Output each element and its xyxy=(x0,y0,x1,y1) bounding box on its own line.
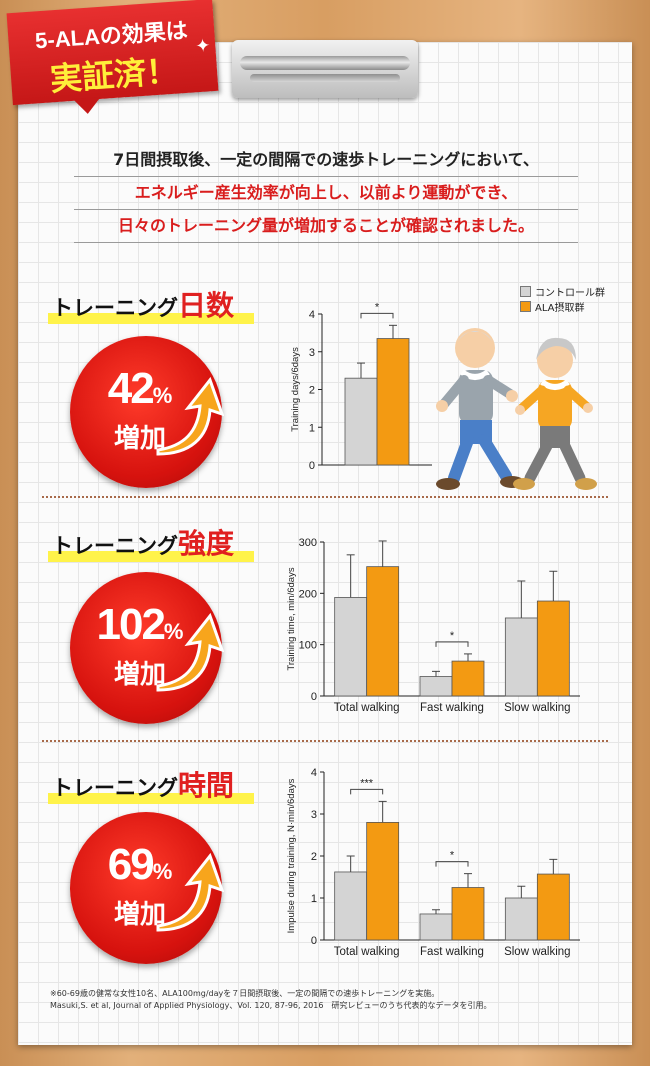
y-tick-label: 300 xyxy=(299,537,317,549)
title-prefix: トレーニング xyxy=(52,776,178,800)
up-arrow-icon xyxy=(156,376,224,456)
bar xyxy=(366,822,400,941)
y-tick-label: 1 xyxy=(311,893,317,905)
bar xyxy=(419,676,453,697)
badge-circle xyxy=(70,812,222,964)
badge-days: 42% 増加 xyxy=(70,336,224,488)
significance-bracket xyxy=(350,788,384,795)
footnote-line1: ※60-69歳の健常な女性10名、ALA100mg/dayを７日間摂取後、一定の… xyxy=(50,989,440,998)
badge-percent: 42% xyxy=(107,364,173,413)
badge-time: 69% 増加 xyxy=(70,812,224,964)
bar xyxy=(451,887,485,941)
bar xyxy=(536,600,570,697)
chart-impulse: Impulse during training, N·min/6days 0 1 2 3… xyxy=(286,767,580,958)
badge-intensity: 102% 増加 xyxy=(70,572,224,724)
bar xyxy=(504,617,538,697)
significance-label: * xyxy=(450,850,455,862)
title-emphasis: 時間 xyxy=(178,769,235,802)
title-highlight xyxy=(48,793,254,804)
significance-label: * xyxy=(375,301,380,313)
clip-bar xyxy=(240,56,410,70)
bar xyxy=(504,897,538,941)
y-axis-label: Impulse during training, N·min/6days xyxy=(286,778,297,933)
section-divider xyxy=(42,496,608,498)
bar xyxy=(376,338,410,466)
sparkle-icon: ✦ xyxy=(194,35,212,58)
up-arrow-icon xyxy=(156,852,224,932)
badge-circle xyxy=(70,572,222,724)
badge-label: 増加 xyxy=(113,424,166,454)
legend-swatch xyxy=(520,286,531,297)
title-highlight xyxy=(48,551,254,562)
x-category-label: Fast walking xyxy=(420,946,484,958)
bar xyxy=(451,660,485,697)
bar xyxy=(366,566,400,697)
significance-label: * xyxy=(450,630,455,642)
y-tick-label: 1 xyxy=(309,422,315,434)
title-prefix: トレーニング xyxy=(52,296,178,320)
y-tick-label: 4 xyxy=(311,767,317,779)
significance-bracket xyxy=(435,641,469,647)
bar xyxy=(334,871,368,941)
walker-woman xyxy=(513,337,597,490)
footnote-line2: Masuki,S. et al, Journal of Applied Phys… xyxy=(50,1001,492,1010)
significance-bracket xyxy=(435,861,469,867)
banner-tail xyxy=(72,96,102,115)
title-highlight xyxy=(48,313,254,324)
bar xyxy=(419,913,453,941)
up-arrow-icon xyxy=(156,612,224,692)
badge-percent: 102% xyxy=(96,600,184,649)
x-category-label: Total walking xyxy=(334,946,400,958)
y-tick-label: 2 xyxy=(311,851,317,863)
chart-training-days: Training days/6days 0 1 2 3 4 * xyxy=(290,301,432,472)
section-divider xyxy=(42,740,608,742)
y-tick-label: 3 xyxy=(309,347,315,359)
x-category-label: Total walking xyxy=(334,702,400,714)
x-category-label: Fast walking xyxy=(420,702,484,714)
y-tick-label: 4 xyxy=(309,309,315,321)
y-tick-label: 100 xyxy=(299,640,317,652)
y-tick-label: 200 xyxy=(299,588,317,600)
badge-circle xyxy=(70,336,222,488)
y-tick-label: 3 xyxy=(311,809,317,821)
legend: コントロール群 ALA摂取群 xyxy=(520,284,605,314)
section-title-intensity: トレーニング強度 xyxy=(48,522,254,562)
footnote: ※60-69歳の健常な女性10名、ALA100mg/dayを７日間摂取後、一定の… xyxy=(50,988,491,1012)
title-emphasis: 日数 xyxy=(178,289,235,322)
bar xyxy=(344,377,378,466)
y-axis-label: Training time, min/6days xyxy=(286,567,297,670)
banner: 5-ALAの効果は 実証済！ ✦ xyxy=(6,0,220,119)
intro-line1: 7日間摂取後、一定の間隔での速歩トレーニングにおいて、 xyxy=(74,144,578,177)
x-category-label: Slow walking xyxy=(504,946,570,958)
badge-label: 増加 xyxy=(113,660,166,690)
chart-training-time: Training time, min/6days 0 100 200 300 Total … xyxy=(286,537,580,714)
x-category-label: Slow walking xyxy=(504,702,570,714)
legend-item-ala: ALA摂取群 xyxy=(520,299,605,314)
title-prefix: トレーニング xyxy=(52,534,178,558)
y-tick-label: 0 xyxy=(309,460,315,472)
bar xyxy=(334,597,368,697)
y-axis-label: Training days/6days xyxy=(290,347,301,432)
title-emphasis: 強度 xyxy=(178,527,235,560)
section-title-days: トレーニング日数 xyxy=(48,284,254,324)
section-title-time: トレーニング時間 xyxy=(48,764,254,804)
y-tick-label: 0 xyxy=(311,935,317,947)
badge-percent: 69% xyxy=(107,840,173,889)
y-tick-label: 0 xyxy=(311,691,317,703)
legend-item-control: コントロール群 xyxy=(520,284,605,299)
walker-man xyxy=(436,328,524,490)
significance-bracket xyxy=(360,312,394,319)
bar xyxy=(536,873,570,941)
y-tick-label: 2 xyxy=(309,385,315,397)
clip-bar-lower xyxy=(250,74,400,82)
significance-label: *** xyxy=(360,777,374,789)
walkers-illustration xyxy=(436,328,597,490)
badge-label: 増加 xyxy=(113,900,166,930)
intro-line3: 日々のトレーニング量が増加することが確認されました。 xyxy=(74,210,578,243)
legend-swatch xyxy=(520,301,531,312)
intro-line2: エネルギー産生効率が向上し、以前より運動ができ、 xyxy=(74,177,578,210)
